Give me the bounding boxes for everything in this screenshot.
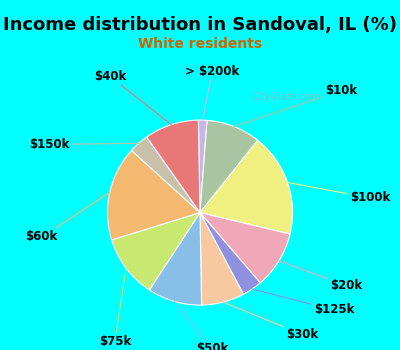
Text: > $200k: > $200k xyxy=(185,65,239,120)
Wedge shape xyxy=(200,212,260,294)
Wedge shape xyxy=(112,212,200,290)
Text: $125k: $125k xyxy=(252,289,354,316)
Wedge shape xyxy=(147,120,200,212)
Text: $50k: $50k xyxy=(174,301,228,350)
Text: $10k: $10k xyxy=(234,84,357,126)
Wedge shape xyxy=(200,212,244,305)
Wedge shape xyxy=(200,140,292,234)
Wedge shape xyxy=(149,212,202,305)
Text: $75k: $75k xyxy=(99,268,131,348)
Wedge shape xyxy=(200,212,290,283)
Wedge shape xyxy=(108,150,200,240)
Text: White residents: White residents xyxy=(138,37,262,51)
Wedge shape xyxy=(198,120,207,212)
Wedge shape xyxy=(132,137,200,212)
Text: $100k: $100k xyxy=(288,182,390,204)
Text: $40k: $40k xyxy=(94,70,171,125)
Text: $20k: $20k xyxy=(279,261,362,292)
Text: $60k: $60k xyxy=(26,193,110,244)
Text: $150k: $150k xyxy=(29,138,139,151)
Text: City-Data.com: City-Data.com xyxy=(252,92,321,102)
Text: Income distribution in Sandoval, IL (%): Income distribution in Sandoval, IL (%) xyxy=(3,16,397,34)
Wedge shape xyxy=(200,120,258,212)
Text: $30k: $30k xyxy=(223,302,318,341)
